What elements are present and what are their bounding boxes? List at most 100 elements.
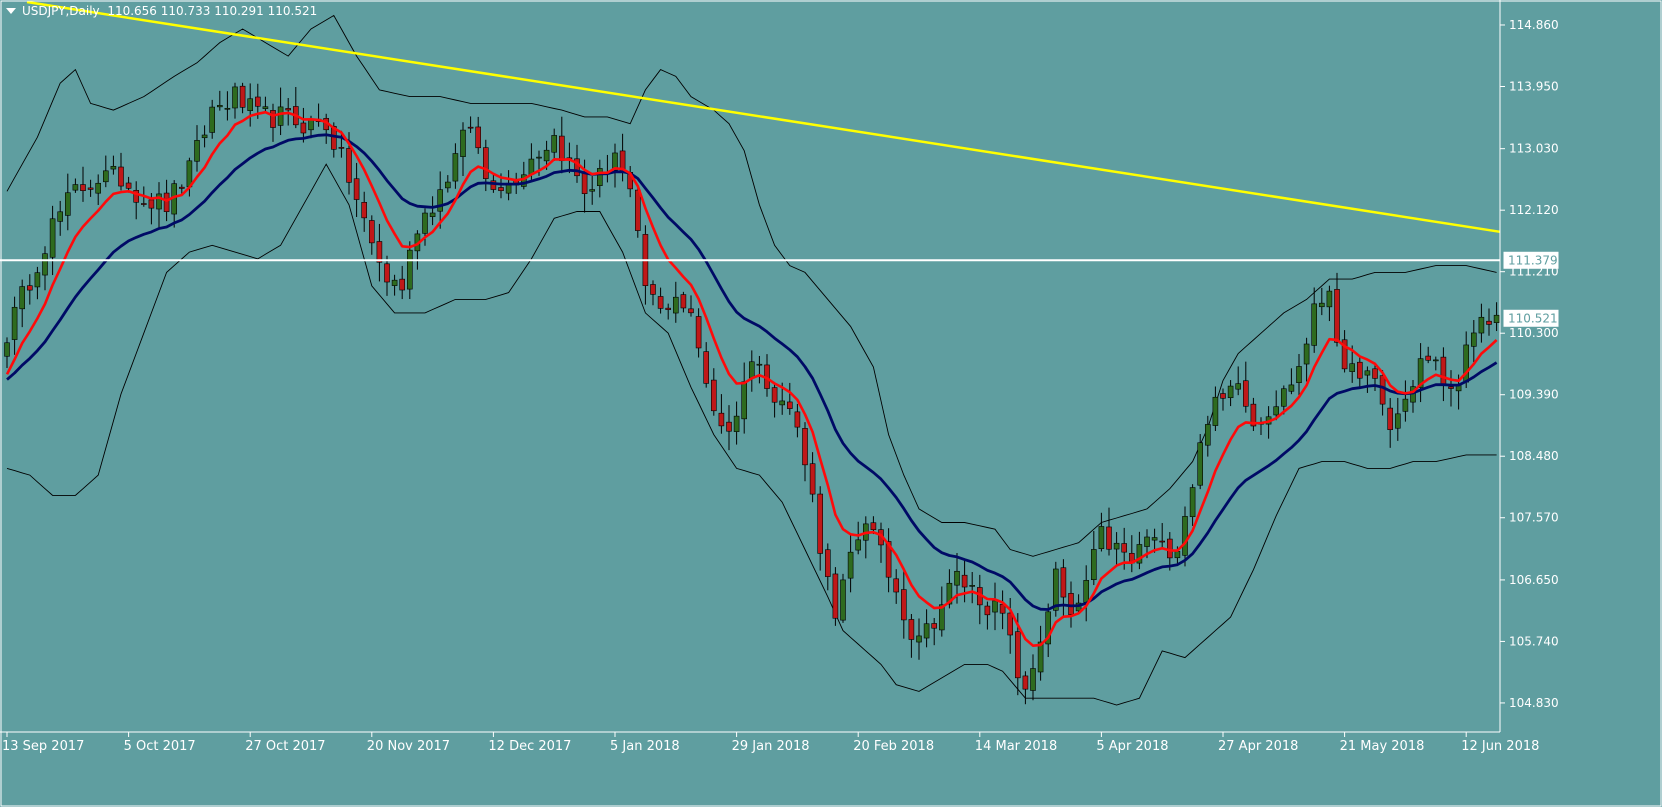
candle-body-up xyxy=(156,193,162,210)
candle-body-up xyxy=(4,342,10,357)
y-tick-label: 113.950 xyxy=(1509,79,1559,93)
candle xyxy=(642,225,649,305)
candle xyxy=(688,295,694,317)
candle-body-up xyxy=(1144,536,1150,547)
candle xyxy=(969,571,976,604)
candle xyxy=(1341,330,1348,373)
candle-body-up xyxy=(103,170,109,183)
candle xyxy=(125,176,132,193)
candle xyxy=(558,116,565,174)
candle xyxy=(1083,565,1089,622)
candle xyxy=(1113,532,1120,566)
candle xyxy=(1410,379,1416,413)
candle xyxy=(95,174,101,205)
candle xyxy=(103,155,109,188)
candle xyxy=(748,350,755,392)
y-tick-label: 108.480 xyxy=(1509,449,1559,463)
candle xyxy=(1053,561,1059,617)
candle xyxy=(65,173,71,231)
candle-body-down xyxy=(1425,355,1431,361)
candle xyxy=(209,99,215,139)
candle xyxy=(984,601,991,630)
candle-body-up xyxy=(1136,544,1143,564)
candle-body-up xyxy=(536,156,542,159)
candle-body-down xyxy=(1167,538,1173,559)
candle xyxy=(657,287,664,314)
candle-body-down xyxy=(581,172,588,194)
candle-body-up xyxy=(1417,358,1424,388)
candle-body-down xyxy=(1243,380,1249,407)
candle-body-down xyxy=(490,180,497,190)
candle-body-up xyxy=(741,381,748,420)
candle xyxy=(1197,434,1203,490)
candle xyxy=(361,191,368,232)
candle xyxy=(110,155,117,175)
candle xyxy=(80,166,86,202)
candle xyxy=(802,422,808,482)
candle xyxy=(1022,671,1029,705)
candle-body-down xyxy=(657,296,664,309)
candle-body-down xyxy=(475,126,482,149)
candle xyxy=(1129,535,1135,573)
candle-body-up xyxy=(1083,580,1089,603)
candle-body-down xyxy=(1060,567,1067,598)
bollinger-lower-band xyxy=(6,163,1497,706)
candle-body-up xyxy=(748,361,755,379)
candle xyxy=(1205,415,1211,457)
candle xyxy=(11,296,18,355)
trendline xyxy=(26,0,1501,234)
candle xyxy=(862,516,869,559)
candle-body-down xyxy=(1387,407,1393,431)
candle xyxy=(1037,625,1044,681)
candle xyxy=(1433,356,1439,371)
candle xyxy=(589,175,596,205)
candle-body-up xyxy=(110,165,117,170)
candle-body-up xyxy=(840,579,846,621)
candle-body-up xyxy=(224,107,231,110)
candle-body-up xyxy=(1091,549,1097,581)
candle-body-up xyxy=(57,211,64,222)
candle xyxy=(232,82,238,119)
candle xyxy=(1258,417,1264,435)
candle xyxy=(764,354,770,397)
candle xyxy=(1159,523,1165,548)
candle xyxy=(171,180,177,228)
moving-averages xyxy=(5,110,1498,647)
candle xyxy=(1402,380,1409,422)
candle xyxy=(277,87,284,136)
candle-body-up xyxy=(1151,537,1158,541)
candle-body-up xyxy=(429,212,436,217)
candle-body-up xyxy=(201,134,208,139)
candle-body-up xyxy=(19,286,26,310)
candle-body-down xyxy=(703,351,710,384)
candle xyxy=(627,166,634,198)
candle xyxy=(444,175,451,193)
candle xyxy=(437,171,444,229)
candle xyxy=(710,368,717,416)
candle xyxy=(1281,385,1287,415)
candle-body-up xyxy=(42,253,48,276)
x-tick-label: 27 Oct 2017 xyxy=(245,739,325,754)
candle xyxy=(57,200,64,236)
candle xyxy=(201,125,208,148)
candle-body-down xyxy=(802,428,808,466)
candle-body-down xyxy=(1341,339,1348,370)
candle xyxy=(1425,346,1431,364)
candle xyxy=(87,179,94,197)
candle xyxy=(247,83,253,127)
candle xyxy=(824,543,831,591)
x-tick-label: 27 Apr 2018 xyxy=(1218,739,1298,754)
candle xyxy=(703,342,710,388)
candle xyxy=(878,522,884,563)
candle-body-up xyxy=(596,168,603,186)
candle xyxy=(391,274,398,296)
candle-body-down xyxy=(376,241,383,263)
candle-body-down xyxy=(384,263,390,283)
candle-body-up xyxy=(1227,385,1234,399)
candle xyxy=(1319,287,1325,316)
last-price-label-text: 110.521 xyxy=(1508,311,1558,325)
dropdown-triangle-icon[interactable] xyxy=(6,8,16,14)
candle-body-up xyxy=(1311,303,1317,346)
